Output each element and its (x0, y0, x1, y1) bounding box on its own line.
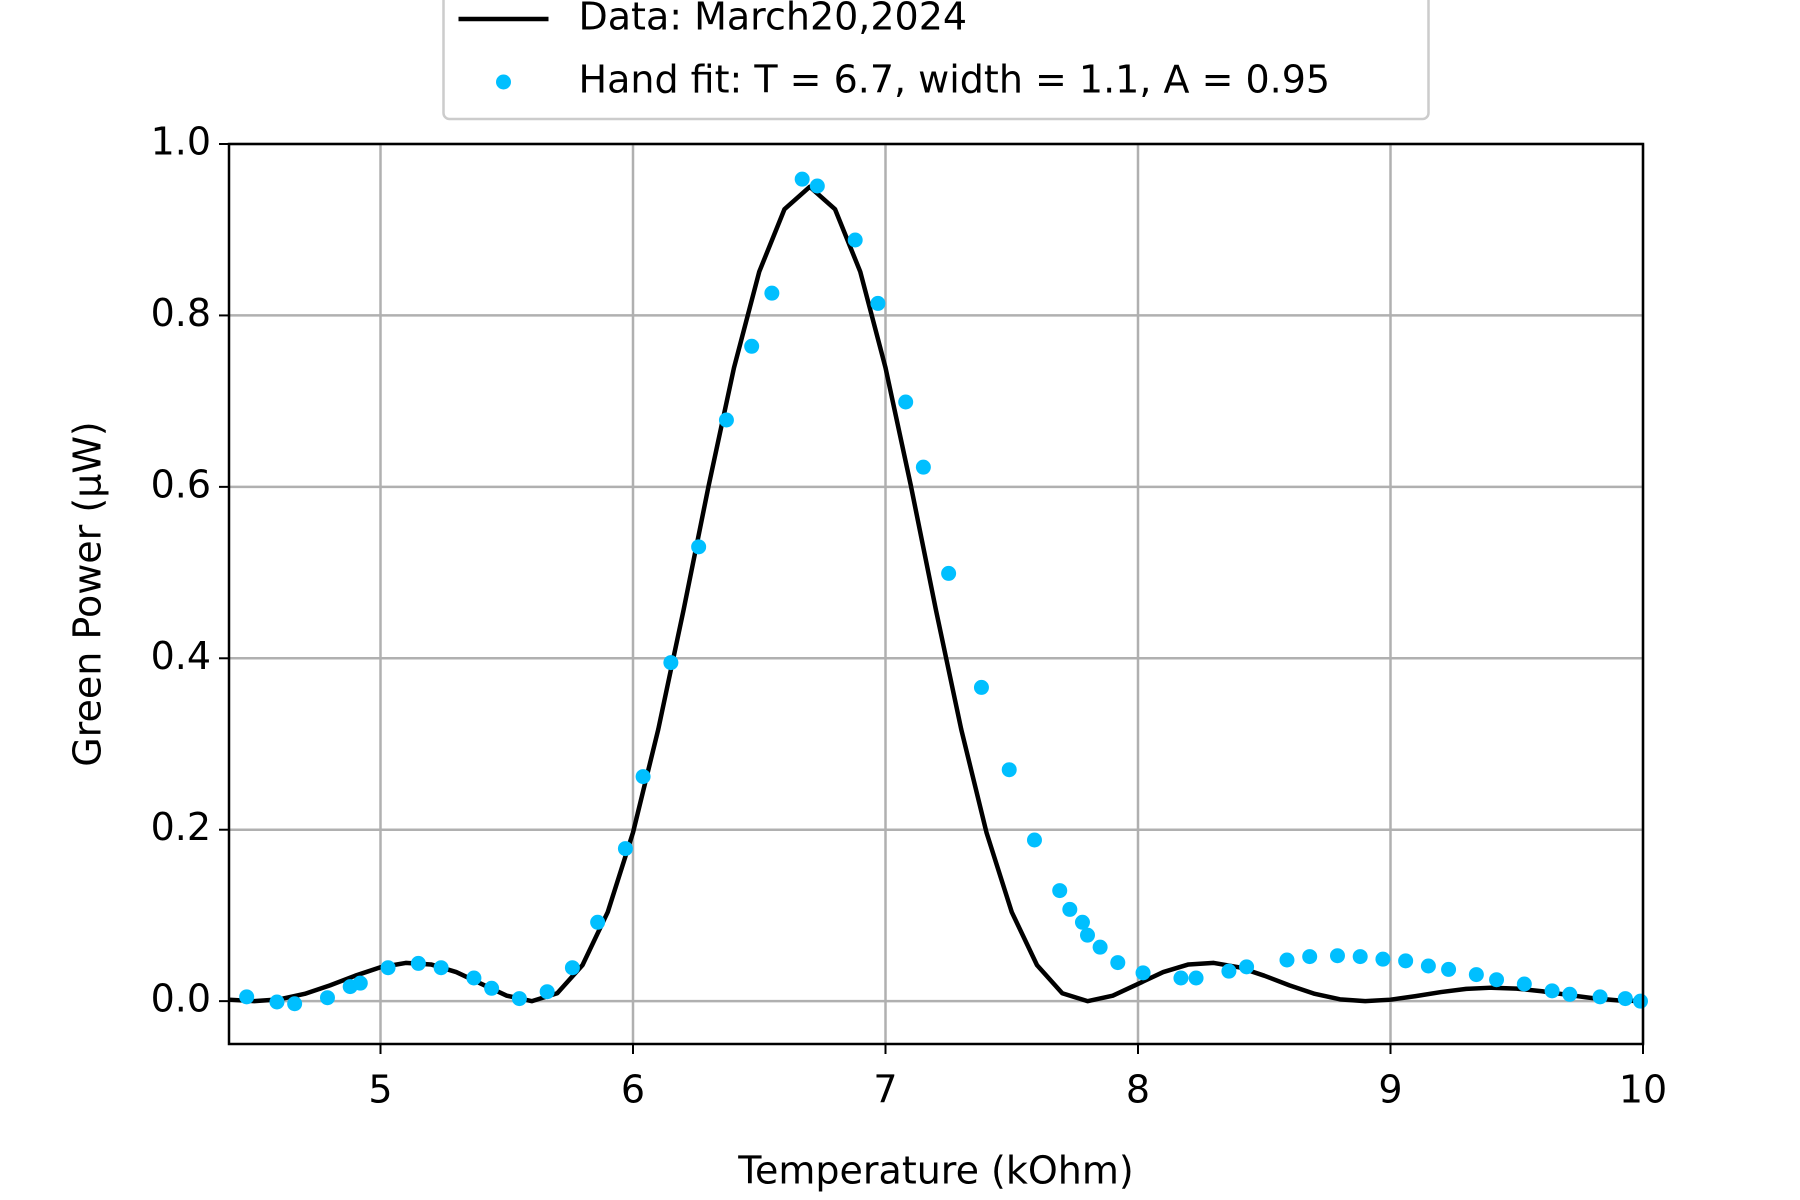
scatter-point (380, 960, 396, 976)
scatter-point (764, 285, 780, 301)
data-line (228, 184, 1644, 1004)
scatter-point (1080, 927, 1095, 943)
scatter-point (1420, 958, 1436, 974)
scatter-point (1092, 939, 1108, 955)
legend-label: Hand fit: T = 6.7, width = 1.1, A = 0.95 (579, 58, 1331, 102)
scatter-point (287, 996, 303, 1012)
scatter-point (1632, 993, 1648, 1009)
scatter-point (898, 394, 914, 410)
scatter-point (484, 980, 500, 996)
scatter-point (794, 171, 810, 187)
scatter-point (1516, 976, 1532, 992)
y-tick-label: 0.8 (151, 291, 211, 335)
scatter-point (1441, 961, 1457, 977)
scatter-point (1302, 949, 1318, 965)
x-tick-label: 10 (1619, 1068, 1667, 1112)
scatter-point (718, 412, 734, 428)
legend-swatch (496, 74, 511, 90)
x-tick-label: 9 (1378, 1068, 1402, 1112)
scatter-point (1329, 948, 1345, 964)
scatter-point (1135, 965, 1151, 981)
scatter-point (1001, 762, 1017, 778)
scatter-point (809, 178, 825, 194)
scatter-point (352, 975, 368, 991)
x-tick-label: 6 (621, 1068, 645, 1112)
y-tick-label: 0.4 (151, 634, 211, 678)
scatter-point (1544, 983, 1560, 999)
scatter-point (1221, 963, 1237, 979)
scatter-point (1279, 952, 1295, 968)
scatter-point (319, 990, 335, 1006)
y-tick-label: 0.0 (151, 977, 211, 1021)
scatter-point (564, 960, 580, 976)
x-axis-label: Temperature (kOhm) (737, 1149, 1133, 1193)
scatter-point (269, 994, 285, 1010)
scatter-point (663, 655, 679, 671)
x-tick-label: 8 (1126, 1068, 1150, 1112)
scatter-point (466, 970, 482, 986)
x-tick-label: 5 (368, 1068, 392, 1112)
scatter-point (1375, 951, 1391, 967)
scatter-point (1062, 901, 1078, 917)
scatter-point (1562, 986, 1578, 1002)
scatter-point (1052, 883, 1068, 899)
scatter-point (744, 338, 760, 354)
scatter-point (1398, 953, 1414, 969)
plot-frame (227, 142, 1645, 1046)
scatter-point (1617, 991, 1633, 1007)
scatter-point (1173, 970, 1189, 986)
scatter-point (941, 565, 957, 581)
scatter-point (1239, 959, 1255, 975)
y-axis-label: Green Power (μW) (66, 421, 110, 767)
y-tick-label: 0.2 (151, 805, 211, 849)
scatter-point (1074, 914, 1090, 930)
scatter-point (1026, 832, 1042, 848)
scatter-point (590, 914, 606, 930)
scatter-point (1110, 955, 1126, 971)
legend-label: Data: March20,2024 (579, 0, 968, 39)
scatter-point (539, 984, 555, 1000)
scatter-point (635, 769, 651, 785)
scatter-point (1352, 949, 1368, 965)
scatter-point (1188, 970, 1204, 986)
y-tick-label: 1.0 (151, 120, 211, 164)
scatter-point (617, 841, 633, 857)
scatter-point (511, 991, 527, 1007)
x-tick-label: 7 (873, 1068, 897, 1112)
y-tick-label: 0.6 (151, 462, 211, 506)
scatter-point (847, 232, 863, 248)
scatter-point (691, 539, 707, 555)
scatter-point (239, 989, 255, 1005)
scatter-point (915, 459, 931, 475)
scatter-point (1468, 967, 1484, 983)
scatter-point (1592, 989, 1608, 1005)
legend-box (442, 0, 1430, 121)
scatter-point (433, 960, 449, 976)
scatter-point (870, 295, 886, 311)
scatter-point (1489, 972, 1505, 988)
scatter-point (410, 955, 426, 971)
scatter-point (973, 679, 989, 695)
